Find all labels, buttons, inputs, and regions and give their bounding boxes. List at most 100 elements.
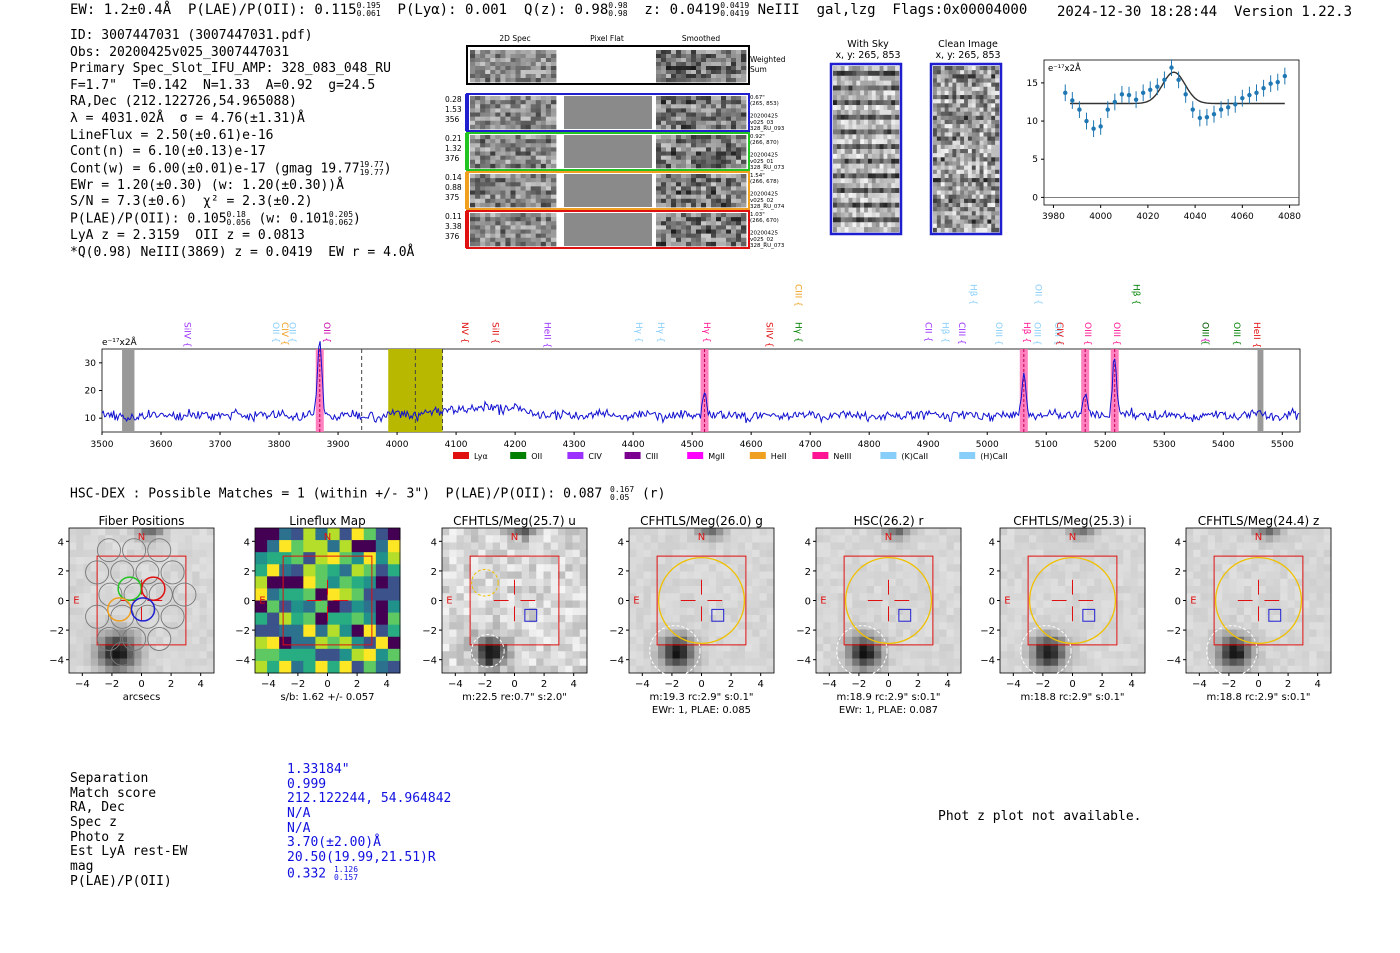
panel-pixel	[856, 217, 861, 223]
panel-pixel	[995, 144, 1000, 150]
lineflux-pixel	[387, 648, 401, 662]
panel-pixel	[936, 190, 942, 195]
panel-pixel	[875, 85, 880, 91]
image-pixel	[903, 636, 911, 645]
image-pixel	[148, 549, 157, 558]
panel-pixel	[933, 132, 938, 137]
thumbnail-caption: m:18.9 rc:2.9" s:0.1"	[836, 692, 940, 703]
cutout-pixel	[741, 139, 747, 144]
panel-pixel	[936, 128, 942, 133]
cutout-pixel	[696, 100, 702, 105]
cutout-pixel	[681, 62, 687, 67]
lineflux-pixel	[375, 612, 389, 626]
image-pixel	[888, 629, 897, 638]
cutout-pixel	[490, 178, 496, 183]
fit-data-point	[1162, 77, 1167, 83]
image-pixel	[1021, 528, 1030, 536]
panel-pixel	[983, 227, 988, 233]
cutout-pixel	[656, 174, 662, 179]
cutout-pixel	[505, 58, 511, 63]
aperture-box	[469, 555, 560, 646]
image-pixel	[672, 557, 681, 565]
lineflux-pixel	[303, 648, 316, 662]
panel-pixel	[871, 153, 877, 160]
aperture-circle	[657, 556, 746, 645]
cutout-pixel	[681, 217, 687, 222]
panel-pixel	[952, 119, 957, 125]
image-pixel	[679, 636, 688, 645]
image-pixel	[1137, 542, 1146, 551]
fiber-2d-spec	[470, 174, 557, 208]
panel-pixel	[833, 134, 838, 140]
image-pixel	[888, 600, 897, 609]
cutout-pixel	[550, 66, 557, 71]
panel-pixel	[933, 207, 938, 212]
image-pixel	[1058, 535, 1066, 543]
cutout-pixel	[500, 186, 506, 191]
image-pixel	[156, 600, 164, 609]
cutout-pixel	[676, 54, 682, 59]
cutout-pixel	[661, 237, 667, 243]
legend-label: OII	[531, 452, 542, 461]
image-pixel	[112, 535, 121, 543]
panel-pixel	[836, 100, 842, 106]
image-pixel	[1050, 528, 1059, 536]
lineflux-pixel	[375, 648, 389, 662]
panel-pixel	[864, 163, 869, 169]
image-pixel	[852, 593, 860, 601]
cutout-pixel	[721, 135, 727, 140]
cutout-pixel	[706, 217, 712, 222]
panel-pixel	[987, 124, 992, 129]
cutout-pixel	[731, 143, 737, 148]
image-pixel	[816, 578, 824, 587]
image-pixel	[672, 578, 681, 587]
panel-pixel	[864, 202, 869, 208]
cutout-pixel	[656, 50, 662, 55]
cutout-pixel	[711, 66, 717, 71]
image-pixel	[478, 615, 486, 623]
image-pixel	[708, 665, 717, 674]
image-pixel	[500, 586, 508, 594]
cutout-pixel	[530, 54, 537, 59]
cutout-pixel	[490, 186, 496, 191]
image-pixel	[206, 629, 215, 638]
cutout-pixel	[716, 233, 722, 239]
image-pixel	[492, 557, 501, 565]
image-pixel	[192, 535, 200, 543]
cutout-pixel	[480, 221, 486, 226]
panel-pixel	[860, 85, 865, 91]
cutout-pixel	[716, 112, 722, 118]
panel-pixel	[875, 95, 880, 101]
cutout-pixel	[485, 237, 491, 243]
lineflux-pixel	[339, 576, 353, 589]
panel-pixel	[944, 227, 949, 233]
panel-pixel	[971, 90, 977, 96]
panel-pixel	[987, 90, 992, 96]
image-pixel	[507, 629, 515, 638]
panel-pixel	[933, 103, 938, 108]
cutout-pixel	[505, 194, 511, 200]
cutout-pixel	[726, 78, 732, 83]
fit-xtick-label: 4000	[1089, 212, 1112, 222]
cutout-pixel	[495, 178, 501, 183]
image-pixel	[558, 578, 566, 587]
cutout-pixel	[671, 78, 677, 83]
image-pixel	[185, 528, 193, 536]
cutout-pixel	[741, 70, 747, 75]
panel-pixel	[844, 109, 849, 116]
image-pixel	[881, 644, 889, 652]
image-pixel	[507, 644, 515, 652]
x-tick-label: 4	[757, 679, 763, 690]
cutout-pixel	[681, 124, 687, 130]
panel-pixel	[856, 80, 861, 86]
cutout-pixel	[681, 135, 687, 140]
panel-pixel	[875, 217, 880, 223]
panel-pixel	[891, 212, 896, 218]
image-pixel	[192, 651, 200, 659]
cutout-pixel	[696, 225, 702, 230]
cutout-pixel	[495, 120, 501, 126]
cutout-pixel	[495, 151, 501, 157]
cutout-pixel	[505, 186, 511, 191]
image-pixel	[932, 615, 940, 623]
panel-pixel	[891, 70, 896, 77]
